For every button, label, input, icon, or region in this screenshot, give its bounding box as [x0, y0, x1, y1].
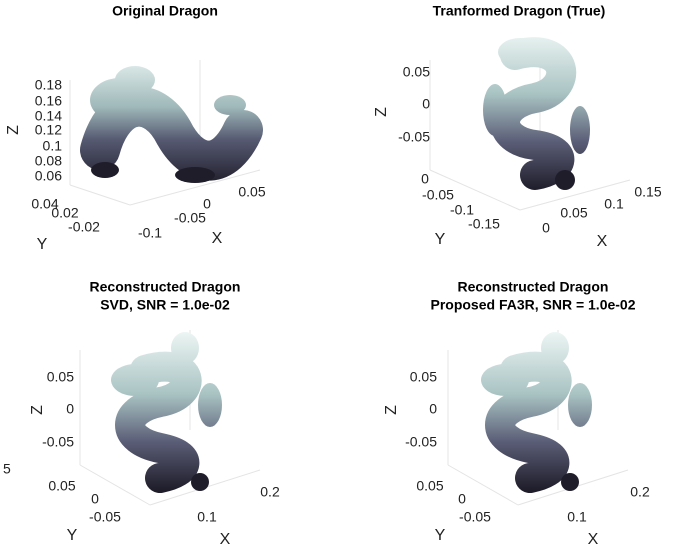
x-tick-label: 0	[542, 220, 550, 236]
z-tick-label: 0.12	[35, 122, 62, 138]
z-tick-label: 0	[422, 96, 430, 112]
y-axis-label: Y	[435, 231, 446, 248]
y-tick-label: -0.05	[459, 509, 491, 525]
z-axis-label: Z	[29, 405, 46, 415]
panel-title: Original Dragon	[112, 3, 218, 19]
y-tick-label: 0.04	[31, 196, 58, 212]
y-tick-label: -0.05	[422, 187, 454, 203]
x-tick-label: 0.05	[560, 205, 587, 221]
z-tick-label: 0	[429, 401, 437, 417]
x-tick-label: 0.15	[634, 184, 661, 200]
x-tick-label: -0.05	[174, 210, 206, 226]
y-axis-label: Y	[67, 527, 78, 544]
z-axis-label: Z	[383, 405, 400, 415]
y-tick-label: 0	[458, 491, 466, 507]
dragon-cloud	[483, 37, 590, 190]
z-tick-label: 0.16	[35, 93, 62, 109]
z-tick-label: -0.05	[42, 434, 74, 450]
panel-title: Tranformed Dragon (True)	[433, 3, 606, 19]
z-tick-label: 0.18	[35, 77, 62, 93]
dragon-cloud	[481, 332, 592, 493]
panel-title: Reconstructed Dragon	[458, 279, 609, 295]
z-tick-label: 0	[66, 401, 74, 417]
z-tick-label: 0.05	[410, 369, 437, 385]
z-tick-label: 0.05	[47, 369, 74, 385]
x-tick-label: 0.1	[604, 196, 624, 212]
y-axis-label: Y	[435, 527, 446, 544]
z-tick-label: 0.06	[35, 168, 62, 184]
x-tick-label: 0.2	[630, 484, 650, 500]
z-tick-label: 0.05	[403, 64, 430, 80]
dragon-cloud	[111, 332, 222, 493]
x-tick-label: 0.1	[197, 509, 217, 525]
x-axis-label: X	[588, 531, 599, 548]
edge-label: 5	[3, 461, 11, 477]
dragon-cloud	[80, 66, 263, 183]
z-tick-label: -0.05	[405, 434, 437, 450]
y-tick-label: 0	[91, 491, 99, 507]
x-axis-label: X	[597, 233, 608, 250]
y-tick-label: -0.02	[68, 219, 100, 235]
z-axis-label: Z	[373, 107, 390, 117]
y-tick-label: -0.05	[89, 509, 121, 525]
panel-title: Reconstructed Dragon	[90, 279, 241, 295]
z-tick-label: 0.08	[35, 153, 62, 169]
x-tick-label: 0	[203, 196, 211, 212]
z-tick-label: 0.1	[43, 138, 63, 154]
y-tick-label: 0.05	[48, 478, 75, 494]
x-axis-label: X	[212, 230, 223, 247]
y-tick-label: -0.15	[468, 216, 500, 232]
x-tick-label: 0.2	[260, 484, 280, 500]
y-axis-label: Y	[37, 236, 48, 253]
z-axis-label: Z	[5, 125, 22, 135]
x-axis-label: X	[220, 531, 231, 548]
y-tick-label: 0.02	[51, 205, 78, 221]
y-tick-label: 0.05	[416, 478, 443, 494]
y-tick-label: 0	[421, 171, 429, 187]
x-tick-label: 0.05	[238, 184, 265, 200]
x-tick-label: 0.1	[567, 509, 587, 525]
y-tick-label: -0.1	[450, 202, 474, 218]
z-tick-label: -0.05	[398, 129, 430, 145]
x-tick-label: -0.1	[138, 225, 162, 241]
panel-title: SVD, SNR = 1.0e-02	[100, 297, 230, 313]
panel-title: Proposed FA3R, SNR = 1.0e-02	[430, 297, 635, 313]
z-tick-label: 0.14	[35, 108, 62, 124]
